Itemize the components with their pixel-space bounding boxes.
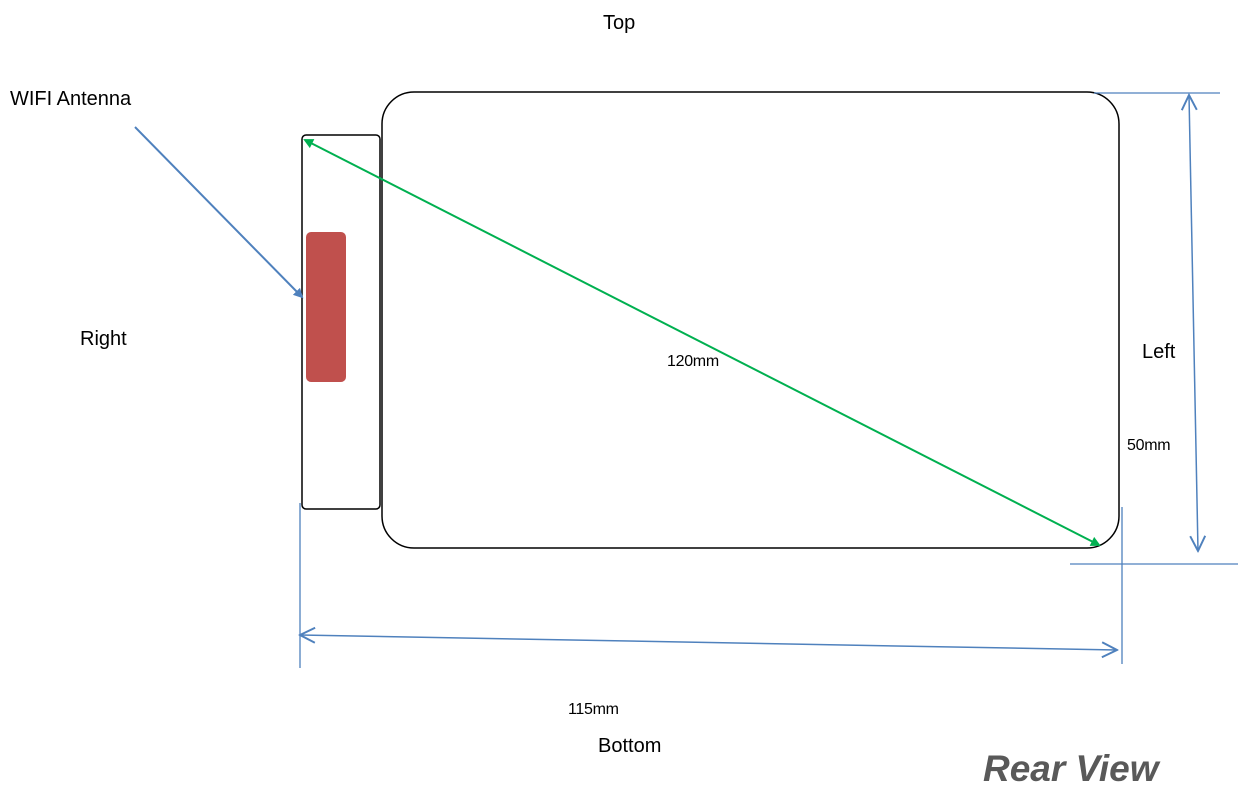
wifi-antenna-label: WIFI Antenna bbox=[10, 88, 132, 110]
right-label: Right bbox=[80, 328, 127, 350]
device-body bbox=[381, 91, 1120, 549]
width-dimension-arrow bbox=[300, 635, 1117, 650]
antenna-pointer-arrow bbox=[134, 126, 304, 299]
top-label: Top bbox=[603, 12, 636, 34]
left-label: Left bbox=[1142, 341, 1176, 363]
height-dimension-label: 50mm bbox=[1127, 437, 1171, 454]
diagonal-dimension-arrow bbox=[303, 139, 1101, 546]
wifi-antenna-block bbox=[306, 232, 346, 382]
height-dimension-arrow bbox=[1189, 95, 1198, 551]
bottom-label: Bottom bbox=[598, 735, 662, 757]
width-dimension-label: 115mm bbox=[568, 701, 619, 718]
rear-view-title: Rear View bbox=[983, 748, 1159, 789]
diagonal-dimension-label: 120mm bbox=[667, 353, 719, 370]
